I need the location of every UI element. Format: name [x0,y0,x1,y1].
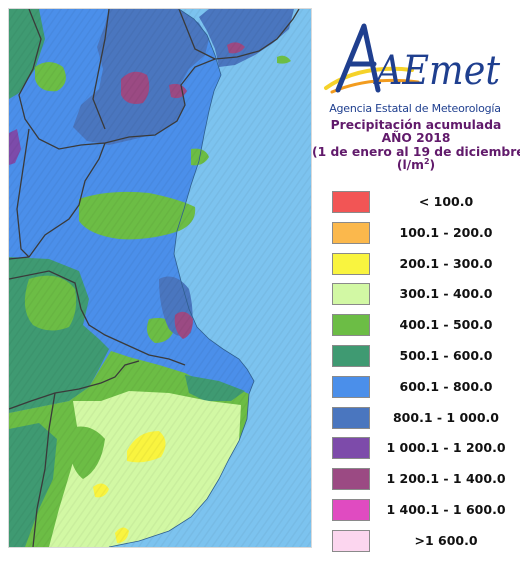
relief-shading [9,9,311,547]
legend-swatch [332,406,370,429]
aemet-logo: AEmet Agencia Estatal de Meteorología [320,18,510,116]
legend-swatch [332,221,370,244]
logo-subtitle: Agencia Estatal de Meteorología [329,102,501,115]
legend-row: 1 200.1 - 1 400.0 [312,468,520,492]
title-line-3: (1 de enero al 19 de diciembre) [312,144,520,159]
logo-swoosh-yellow [324,66,414,90]
legend-label: 1 200.1 - 1 400.0 [386,471,506,487]
legend-swatch [332,314,370,337]
aemet-logo-mark: AEmet [324,23,501,94]
legend-panel: AEmet Agencia Estatal de Meteorología Pr… [312,8,520,554]
logo-letter-a [335,23,381,93]
title-line-1: Precipitación acumulada [330,118,502,132]
unit-superscript: 2 [423,157,430,167]
legend-label: < 100.0 [418,194,474,209]
legend-swatch [332,345,370,367]
region-borders [9,9,300,547]
legend-row: 300.1 - 400.0 [312,283,520,307]
legend-label: 600.1 - 800.0 [399,378,493,394]
legend-row: >1 600.0 [312,529,520,554]
border-east [178,9,216,60]
map-graphic [9,9,311,547]
border-province-2 [9,270,186,366]
legend-label: 1 000.1 - 1 200.0 [386,440,506,456]
legend-row: 800.1 - 1 000.0 [312,406,520,431]
legend-row: 1 400.1 - 1 600.0 [312,499,520,523]
legend-swatch [332,437,370,460]
island [277,55,291,64]
legend-swatch [332,283,370,306]
map-title: Precipitación acumulada AÑO 2018 (1 de e… [312,118,520,173]
legend-row: 500.1 - 600.0 [312,345,520,369]
legend-row: 200.1 - 300.0 [312,252,520,277]
legend-label: 100.1 - 200.0 [399,224,493,240]
unit-close: ) [429,158,436,173]
legend-label: 300.1 - 400.0 [399,286,493,302]
legend-row: 600.1 - 800.0 [312,375,520,400]
legend-swatch [332,252,370,275]
legend-label: 400.1 - 500.0 [399,317,493,333]
legend-label: >1 600.0 [414,532,478,548]
unit-text: (l/m [396,158,424,173]
precipitation-map [8,8,312,548]
border-province-3 [9,360,140,410]
legend-row: 400.1 - 500.0 [312,314,520,338]
border-inner [92,9,110,130]
logo-wordmark: AEmet [372,48,500,94]
legend-label: 800.1 - 1 000.0 [392,409,500,425]
legend-label: 1 400.1 - 1 600.0 [386,502,506,517]
border-south [32,392,56,547]
legend-swatch [332,468,370,491]
legend-swatch [332,499,370,521]
legend-swatch [332,191,370,213]
border-west [16,128,30,258]
title-unit: (l/m2) [312,157,520,173]
border-north [18,9,300,150]
title-line-2: AÑO 2018 [381,131,451,146]
legend-label: 200.1 - 300.0 [399,255,493,271]
border-province-1 [9,142,106,260]
legend-row: < 100.0 [312,191,520,215]
legend-swatch [332,375,370,398]
legend-row: 100.1 - 200.0 [312,221,520,246]
coastline [108,9,255,547]
legend-row: 1 000.1 - 1 200.0 [312,437,520,461]
legend-swatch [332,529,370,552]
legend-label: 500.1 - 600.0 [399,348,493,363]
